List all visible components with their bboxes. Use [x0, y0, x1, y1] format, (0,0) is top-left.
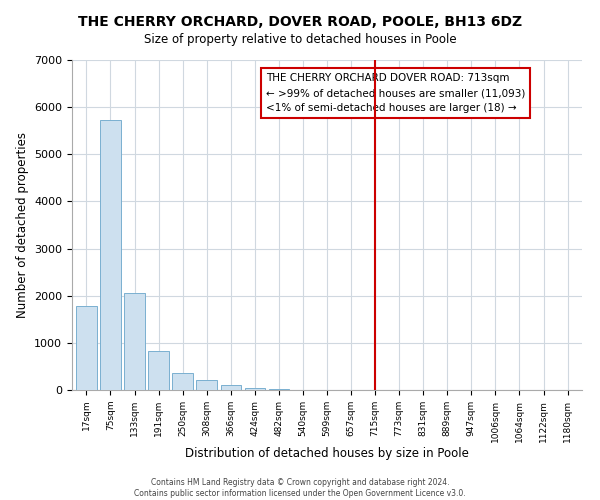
- Y-axis label: Number of detached properties: Number of detached properties: [16, 132, 29, 318]
- X-axis label: Distribution of detached houses by size in Poole: Distribution of detached houses by size …: [185, 448, 469, 460]
- Bar: [148, 352, 169, 390]
- Text: THE CHERRY ORCHARD DOVER ROAD: 713sqm
← >99% of detached houses are smaller (11,: THE CHERRY ORCHARD DOVER ROAD: 713sqm ← …: [266, 73, 525, 113]
- Bar: [124, 294, 145, 390]
- Text: Size of property relative to detached houses in Poole: Size of property relative to detached ho…: [143, 32, 457, 46]
- Bar: [100, 120, 121, 390]
- Bar: [269, 388, 289, 390]
- Bar: [196, 380, 217, 390]
- Bar: [245, 388, 265, 390]
- Bar: [221, 385, 241, 390]
- Bar: [76, 306, 97, 390]
- Bar: [172, 372, 193, 390]
- Text: Contains HM Land Registry data © Crown copyright and database right 2024.
Contai: Contains HM Land Registry data © Crown c…: [134, 478, 466, 498]
- Text: THE CHERRY ORCHARD, DOVER ROAD, POOLE, BH13 6DZ: THE CHERRY ORCHARD, DOVER ROAD, POOLE, B…: [78, 15, 522, 29]
